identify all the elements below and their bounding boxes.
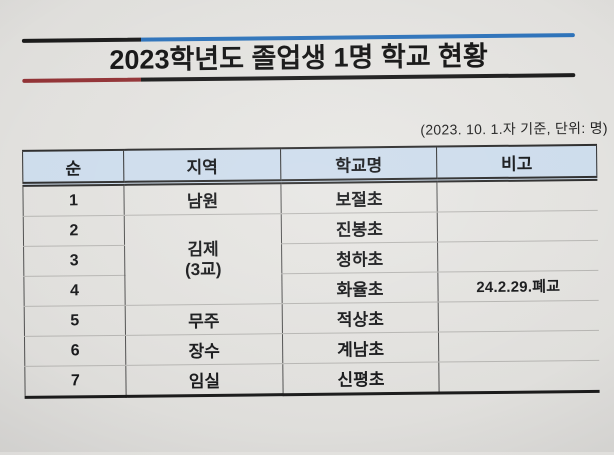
merged-region-line2: (3교)	[184, 259, 222, 279]
cell-school: 보절초	[280, 180, 438, 214]
cell-school: 청하초	[281, 242, 438, 274]
cell-no: 5	[24, 305, 126, 337]
date-basis-note: (2023. 10. 1.자 기준, 단위: 명)	[420, 119, 608, 138]
cell-no: 4	[23, 275, 126, 307]
title-banner: 2023학년도 졸업생 1명 학교 현황	[21, 33, 576, 83]
cell-note	[438, 360, 600, 394]
header-cell-note: 비고	[436, 144, 597, 181]
cell-region: 남원	[123, 181, 282, 216]
cell-no: 3	[23, 245, 125, 277]
cell-school: 계남초	[282, 332, 439, 364]
cell-no: 2	[23, 215, 125, 247]
merged-region-line1: 김제	[187, 239, 219, 259]
cell-school: 신평초	[282, 362, 440, 395]
table-row: 7 임실 신평초	[24, 360, 600, 398]
cell-note	[438, 330, 599, 363]
cell-region: 임실	[125, 363, 284, 397]
cell-note	[436, 178, 598, 213]
header-cell-region: 지역	[123, 148, 281, 184]
cell-note	[437, 240, 598, 273]
cell-note	[437, 210, 598, 243]
cell-note	[438, 300, 599, 333]
cell-no: 1	[22, 183, 125, 217]
cell-school: 화율초	[281, 272, 439, 304]
cell-school: 진봉초	[281, 212, 438, 244]
school-table: 순 지역 학교명 비고 1 남원 보절초 2 김제 (3교) 진봉초	[22, 143, 600, 399]
cell-region: 장수	[125, 333, 283, 366]
cell-no: 7	[24, 365, 127, 398]
cell-region: 무주	[125, 303, 283, 336]
cell-school: 적상초	[282, 302, 439, 334]
cell-region-merged: 김제 (3교)	[124, 213, 283, 306]
page-title: 2023학년도 졸업생 1명 학교 현황	[109, 41, 488, 75]
cell-no: 6	[24, 335, 126, 367]
header-cell-school: 학교명	[280, 146, 437, 182]
header-cell-no: 순	[22, 149, 124, 185]
cell-note: 24.2.29.폐교	[437, 270, 599, 303]
